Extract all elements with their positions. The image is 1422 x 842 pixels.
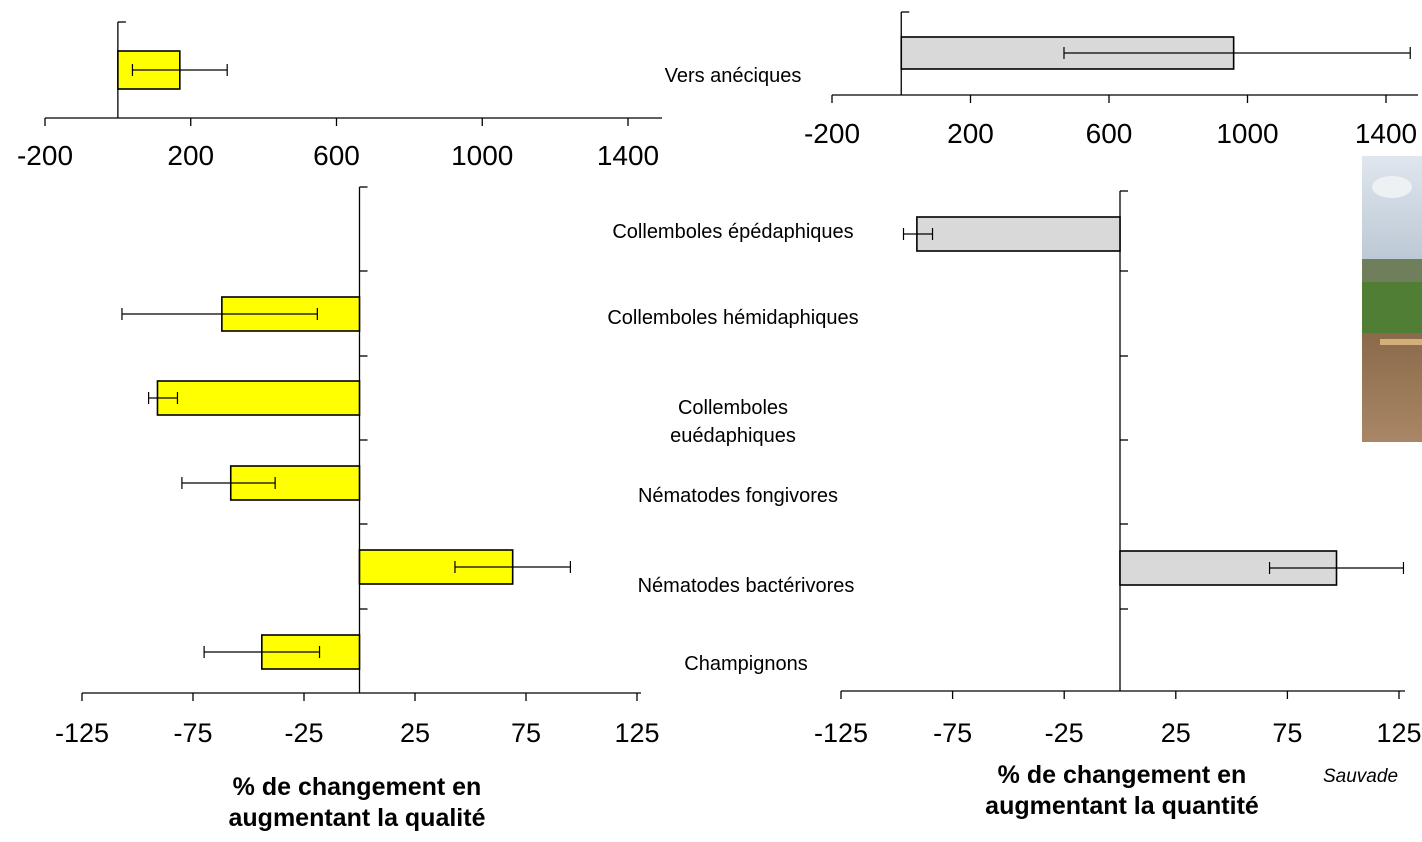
- label-nematodes-fongivores: Nématodes fongivores: [638, 485, 838, 507]
- qualite-top-x-tick-label: 1400: [597, 140, 659, 171]
- quantite-top-x-tick-label: -200: [804, 118, 860, 149]
- qualite-top-x-tick-label: 600: [313, 140, 360, 171]
- quantite-top-x-tick-label: 600: [1086, 118, 1133, 149]
- field-photo: [1362, 156, 1422, 442]
- quantite-top-x-tick-label: 200: [947, 118, 994, 149]
- quantite-main-bar: [916, 216, 1121, 252]
- quantite-main-x-tick-label: -75: [933, 718, 972, 748]
- qualite-main-x-tick-label: -75: [173, 718, 212, 748]
- quantite-top-x-tick-label: 1400: [1355, 118, 1417, 149]
- quantite-main-x-tick-label: 25: [1161, 718, 1191, 748]
- photo-credit: Sauvade: [1323, 766, 1399, 787]
- chart-group: -200 200 600 1000 1400 -200 200 600 1000 1400 -125…: [17, 11, 1422, 748]
- qualite-xlabel-line2: augmentant la qualité: [229, 804, 486, 832]
- quantite-main-x-tick-label: 75: [1272, 718, 1302, 748]
- qualite-main-x-tick-label: 75: [511, 718, 541, 748]
- quantite-main-x-tick-label: 125: [1376, 718, 1421, 748]
- qualite-main-x-tick-label: 125: [614, 718, 659, 748]
- qualite-top-x-tick-label: -200: [17, 140, 73, 171]
- qualite-main-bar: [156, 380, 361, 416]
- label-champignons: Champignons: [684, 653, 807, 675]
- qualite-top-x-tick-label: 1000: [451, 140, 513, 171]
- qualite-main-x-tick-label: -125: [55, 718, 109, 748]
- label-nematodes-bacterivores: Nématodes bactérivores: [638, 575, 855, 597]
- quantite-main-x-tick-label: -25: [1045, 718, 1084, 748]
- quantite-xlabel-line2: augmentant la quantité: [985, 792, 1259, 820]
- label-collemboles-epedaphiques: Collemboles épédaphiques: [612, 221, 853, 243]
- qualite-main-x-tick-label: -25: [284, 718, 323, 748]
- quantite-top-x-tick-label: 1000: [1216, 118, 1278, 149]
- qualite-xlabel-line1: % de changement en: [233, 773, 482, 801]
- quantite-xlabel-line1: % de changement en: [998, 761, 1247, 789]
- qualite-top-x-tick-label: 200: [167, 140, 214, 171]
- label-collemboles-euedaphiques-line1: Collemboles: [678, 397, 788, 419]
- quantite-main-x-tick-label: -125: [814, 718, 868, 748]
- label-vers-aneciques: Vers anéciques: [665, 65, 802, 87]
- label-collemboles-hemidaphiques: Collemboles hémidaphiques: [607, 307, 858, 329]
- label-collemboles-euedaphiques-line2: euédaphiques: [670, 425, 796, 447]
- qualite-main-x-tick-label: 25: [400, 718, 430, 748]
